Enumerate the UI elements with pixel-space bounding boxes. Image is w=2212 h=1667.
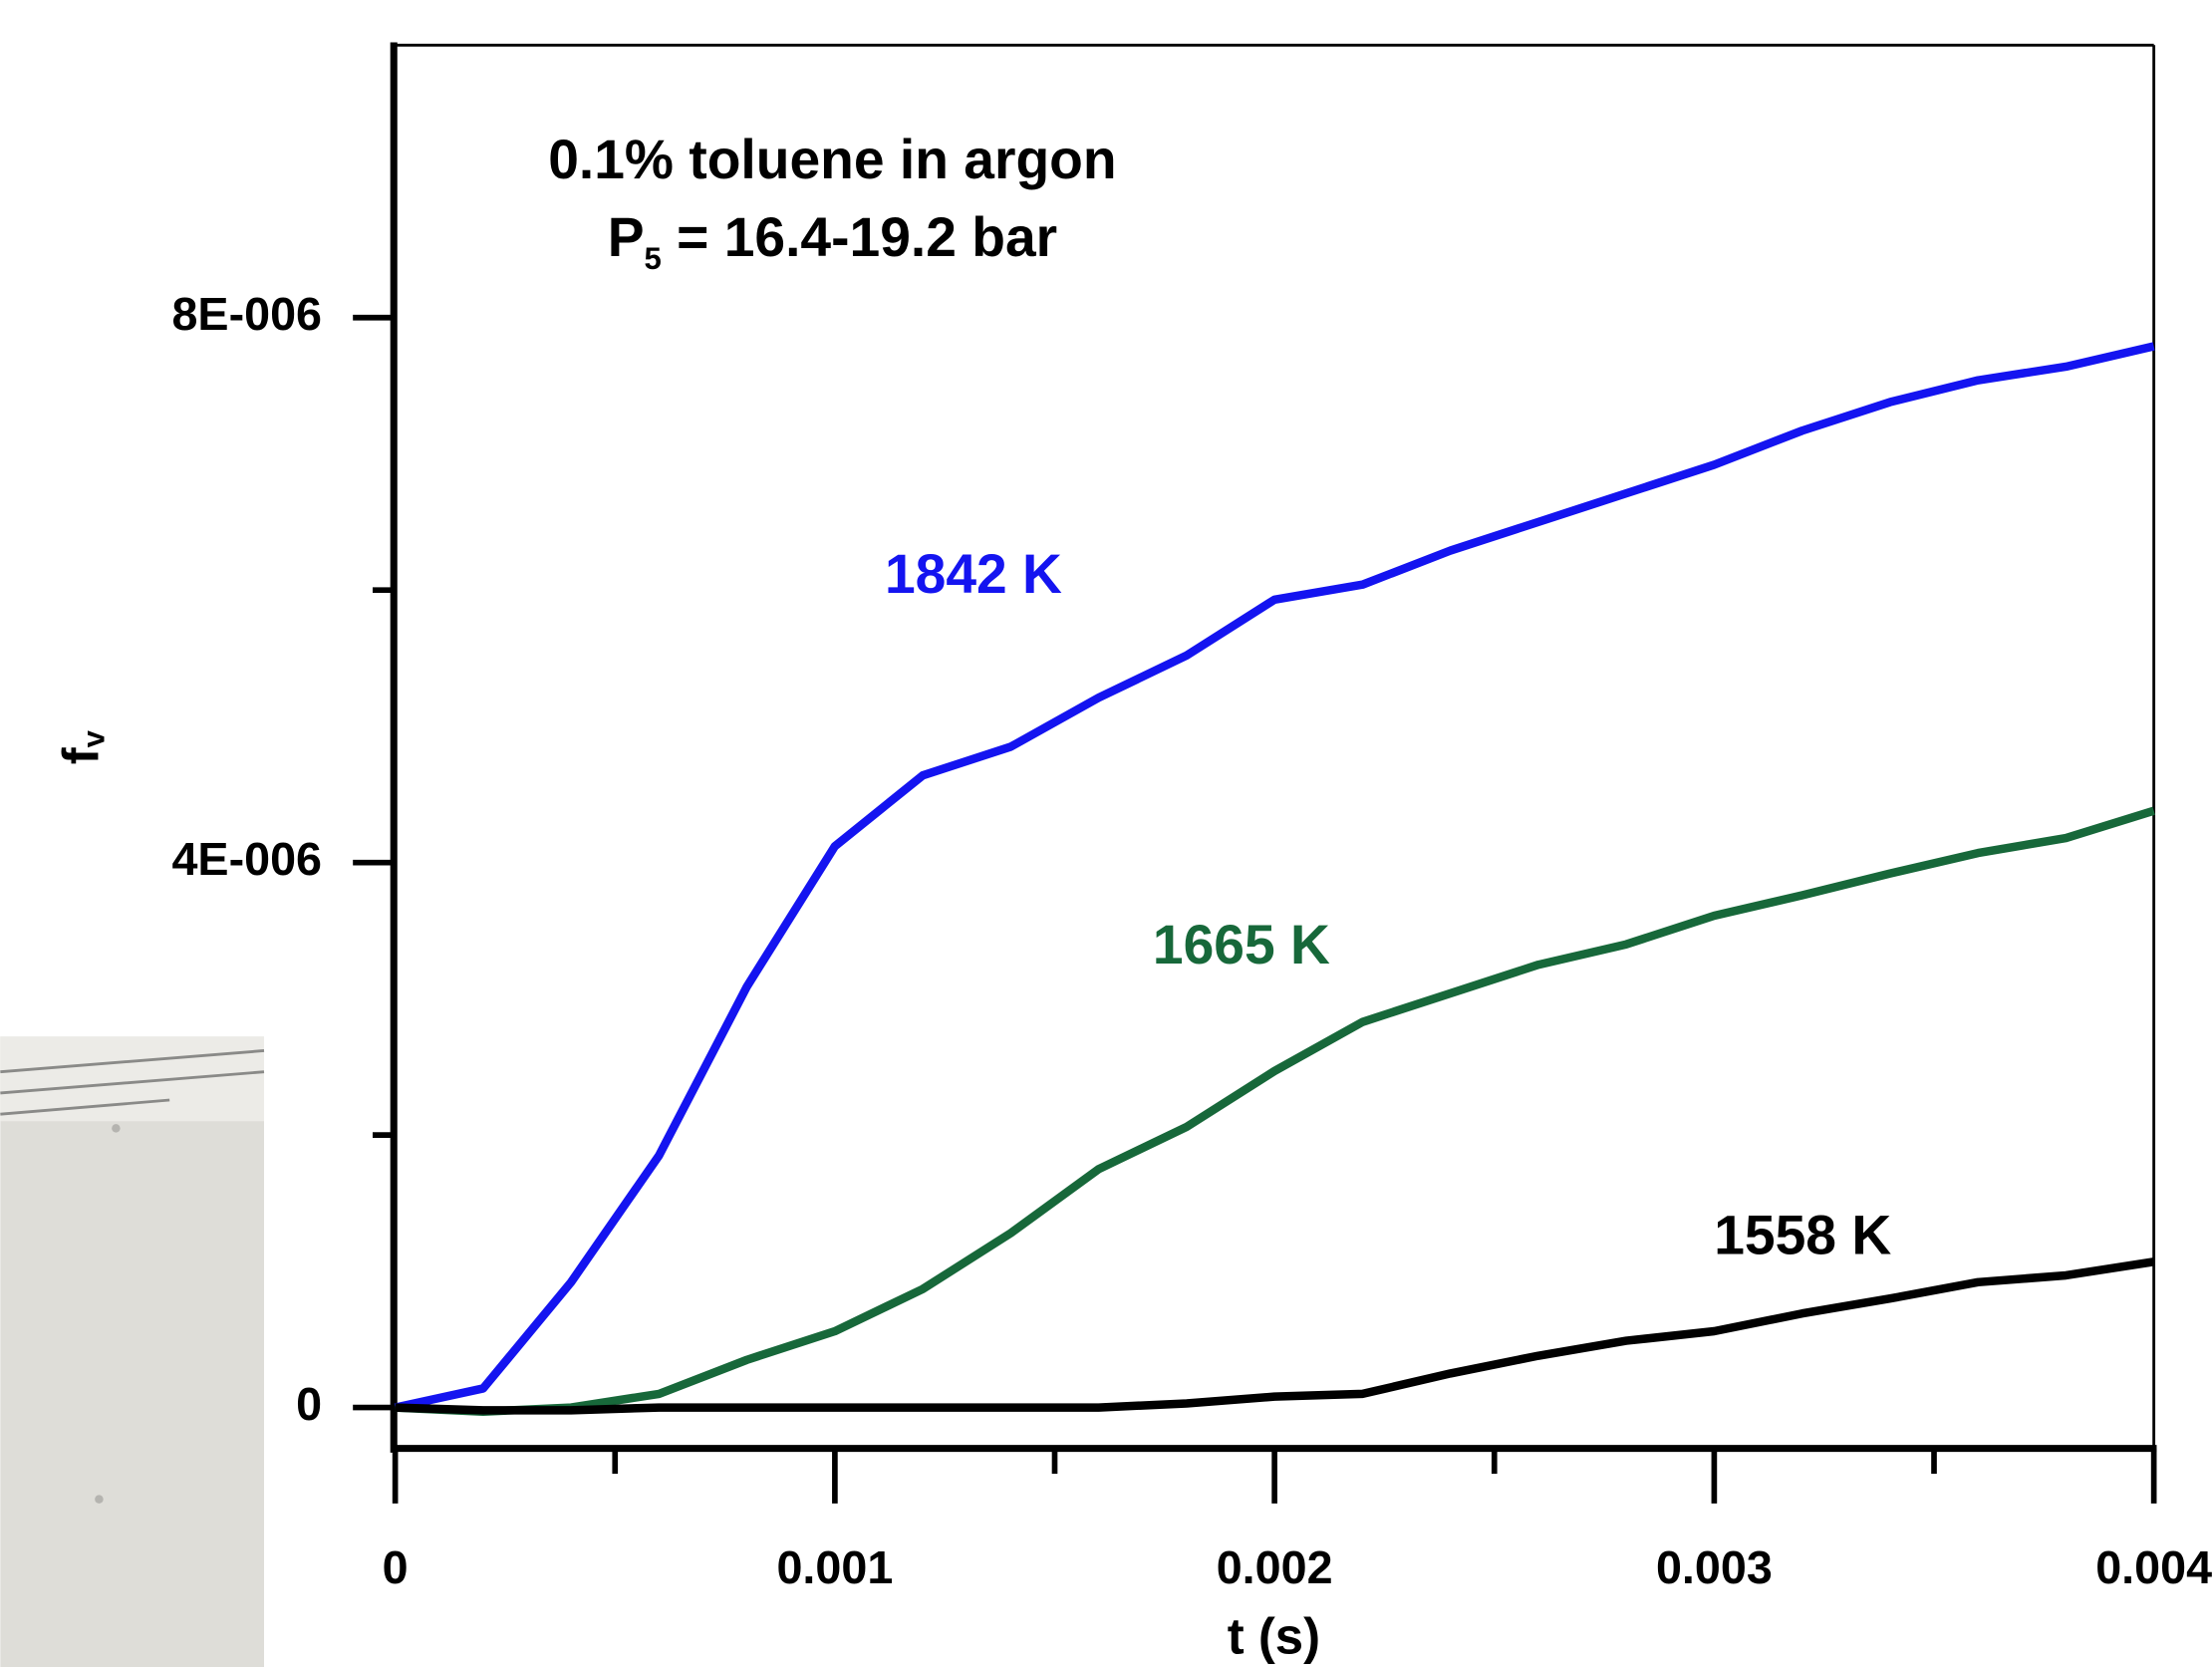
series-label: 1665 K (1153, 914, 1330, 975)
y-tick-label: 8E-006 (171, 288, 322, 340)
series-label: 1842 K (885, 543, 1062, 605)
x-axis-label: t (s) (1228, 1608, 1320, 1665)
series-line (395, 1257, 2155, 1415)
y-tick-label: 0 (296, 1378, 322, 1430)
x-tick-label: 0.004 (2095, 1541, 2212, 1593)
y-axis-label-sub: v (77, 729, 112, 747)
x-tick-label: 0.001 (776, 1541, 893, 1593)
x-tick-label: 0.003 (1656, 1541, 1773, 1593)
series-label: 1558 K (1714, 1205, 1891, 1266)
y-axis-label: fv (53, 729, 112, 764)
annotation: 0.1% toluene in argon (548, 129, 1116, 190)
annotation-part: = 16.4-19.2 bar (662, 206, 1057, 268)
annotation-subscript: 5 (645, 241, 662, 276)
annotation-part: P (608, 206, 645, 268)
y-tick-label: 4E-006 (171, 833, 322, 885)
photo-fragment (0, 1036, 265, 1667)
annotation-part: 0.1% toluene in argon (548, 129, 1116, 190)
y-axis-label-main: f (53, 746, 110, 764)
x-tick-label: 0 (383, 1541, 409, 1593)
x-tick-label: 0.002 (1217, 1541, 1333, 1593)
series-line (395, 806, 2155, 1416)
annotation: P5 = 16.4-19.2 bar (608, 206, 1057, 276)
series-line (394, 342, 2155, 1412)
